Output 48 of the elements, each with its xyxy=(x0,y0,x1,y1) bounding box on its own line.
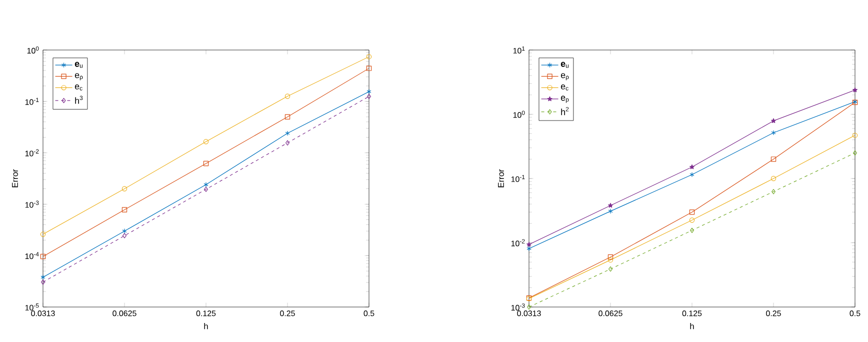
point xyxy=(285,130,290,136)
point xyxy=(608,254,614,260)
point xyxy=(204,182,208,188)
point xyxy=(852,150,858,156)
point xyxy=(284,114,290,120)
point xyxy=(284,94,290,99)
y-axis-title: Error xyxy=(498,169,504,188)
legend-label: e$_{u}$ xyxy=(560,62,568,68)
point xyxy=(122,186,128,192)
legend-label: e$_{ρ}$ xyxy=(74,73,83,80)
point xyxy=(689,218,695,223)
point xyxy=(526,304,532,310)
point xyxy=(771,189,776,194)
point xyxy=(608,257,614,263)
point xyxy=(40,254,46,260)
point xyxy=(770,156,776,162)
point xyxy=(690,228,694,233)
point xyxy=(122,228,127,234)
legend-label: e$_{p}$ xyxy=(560,96,569,103)
point xyxy=(771,118,776,123)
legend-label: h$^{3}$ xyxy=(75,96,83,104)
point xyxy=(122,233,127,238)
point xyxy=(771,130,776,136)
point xyxy=(40,280,46,285)
legend-label: h$^{2}$ xyxy=(561,107,569,116)
point xyxy=(526,242,532,247)
legend-label: e$_{c}$ xyxy=(560,84,568,90)
point xyxy=(689,210,695,215)
point xyxy=(690,172,694,178)
point xyxy=(366,94,372,100)
point xyxy=(608,202,613,208)
point xyxy=(203,139,209,144)
y-axis-title: Error xyxy=(12,169,18,188)
point xyxy=(204,186,208,192)
point xyxy=(366,66,372,71)
point xyxy=(285,140,290,146)
legend-label: e$_{u}$ xyxy=(74,62,82,68)
x-axis-title: h xyxy=(204,323,208,330)
point xyxy=(608,208,613,214)
point xyxy=(203,160,209,166)
point xyxy=(608,266,613,272)
legend-label: e$_{ρ}$ xyxy=(560,73,569,80)
legend-label: e$_{c}$ xyxy=(74,84,82,90)
point xyxy=(690,164,694,170)
x-axis-title: h xyxy=(690,323,694,330)
point xyxy=(122,207,128,212)
point xyxy=(852,87,858,92)
point xyxy=(770,176,776,182)
